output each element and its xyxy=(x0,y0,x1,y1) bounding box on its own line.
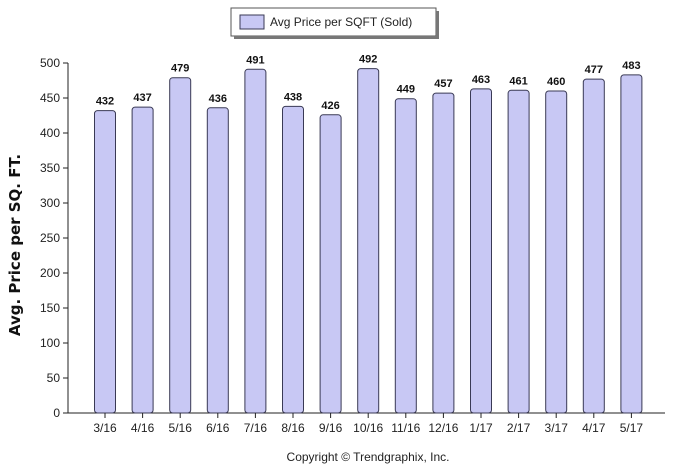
legend-label: Avg Price per SQFT (Sold) xyxy=(270,15,412,29)
x-tick-label: 9/16 xyxy=(319,421,343,435)
data-label: 432 xyxy=(96,96,114,108)
x-tick-label: 12/16 xyxy=(428,421,458,435)
bars xyxy=(94,68,643,418)
data-label: 492 xyxy=(359,54,377,66)
data-label: 438 xyxy=(284,91,302,103)
x-tick-label: 3/17 xyxy=(545,421,569,435)
bar xyxy=(319,114,342,414)
data-label: 436 xyxy=(209,93,227,105)
x-tick-label: 10/16 xyxy=(353,421,383,435)
y-tick-label: 400 xyxy=(40,126,60,140)
x-tick-label: 4/16 xyxy=(131,421,155,435)
copyright-credit: Copyright © Trendgraphix, Inc. xyxy=(287,450,450,464)
legend-shadow-bottom xyxy=(234,36,439,39)
x-tick-label: 11/16 xyxy=(391,421,420,435)
y-tick-label: 150 xyxy=(40,301,60,315)
x-tick-label: 8/16 xyxy=(281,421,305,435)
data-label: 437 xyxy=(133,92,151,104)
data-label: 463 xyxy=(472,74,490,86)
y-tick-label: 200 xyxy=(40,266,60,280)
data-label: 449 xyxy=(397,84,415,96)
y-tick-label: 50 xyxy=(47,371,61,385)
data-label: 477 xyxy=(585,64,603,76)
bar xyxy=(394,98,417,414)
legend-swatch xyxy=(239,14,265,30)
x-tick-label: 6/16 xyxy=(206,421,230,435)
x-tick-label: 2/17 xyxy=(507,421,531,435)
bar xyxy=(357,68,380,414)
bar xyxy=(470,88,492,414)
bar xyxy=(131,106,154,414)
x-tick-label: 3/16 xyxy=(93,421,117,435)
y-tick-label: 350 xyxy=(40,161,60,175)
x-tick-label: 5/17 xyxy=(620,421,644,435)
data-label: 460 xyxy=(547,76,565,88)
bar xyxy=(282,105,304,414)
x-tick-label: 4/17 xyxy=(582,421,606,435)
bar xyxy=(545,90,568,414)
legend: Avg Price per SQFT (Sold) xyxy=(230,7,439,39)
bar xyxy=(169,77,192,414)
bar xyxy=(94,110,116,414)
y-tick-label: 300 xyxy=(40,196,60,210)
bar xyxy=(432,92,455,414)
legend-box xyxy=(230,7,437,37)
bar xyxy=(582,78,605,414)
y-tick-label: 0 xyxy=(53,406,60,420)
x-tick-label: 1/17 xyxy=(469,421,493,435)
bar xyxy=(244,68,267,414)
data-label: 491 xyxy=(246,54,264,66)
x-tick-label: 5/16 xyxy=(169,421,193,435)
data-labels: 432 437 479 436 491 438 426 492 449 457 463 461 460 4… xyxy=(96,54,641,112)
bar xyxy=(620,74,643,414)
data-label: 457 xyxy=(434,78,452,90)
bar xyxy=(206,107,229,414)
data-label: 479 xyxy=(171,63,189,75)
y-axis: 0 50 100 150 200 250 300 350 400 450 500 xyxy=(40,56,69,420)
data-label: 483 xyxy=(622,60,640,72)
x-axis: 3/16 4/16 5/16 6/16 7/16 8/16 9/16 10/16 11/16 12… xyxy=(68,412,665,435)
x-tick-label: 7/16 xyxy=(244,421,268,435)
y-tick-label: 250 xyxy=(40,231,60,245)
legend-shadow xyxy=(436,11,439,39)
y-axis-title: Avg. Price per SQ. FT. xyxy=(6,154,24,336)
data-label: 461 xyxy=(509,75,527,87)
data-label: 426 xyxy=(321,100,339,112)
y-tick-label: 500 xyxy=(40,56,60,70)
y-tick-label: 100 xyxy=(40,336,60,350)
y-tick-label: 450 xyxy=(40,91,60,105)
bar xyxy=(507,89,530,414)
